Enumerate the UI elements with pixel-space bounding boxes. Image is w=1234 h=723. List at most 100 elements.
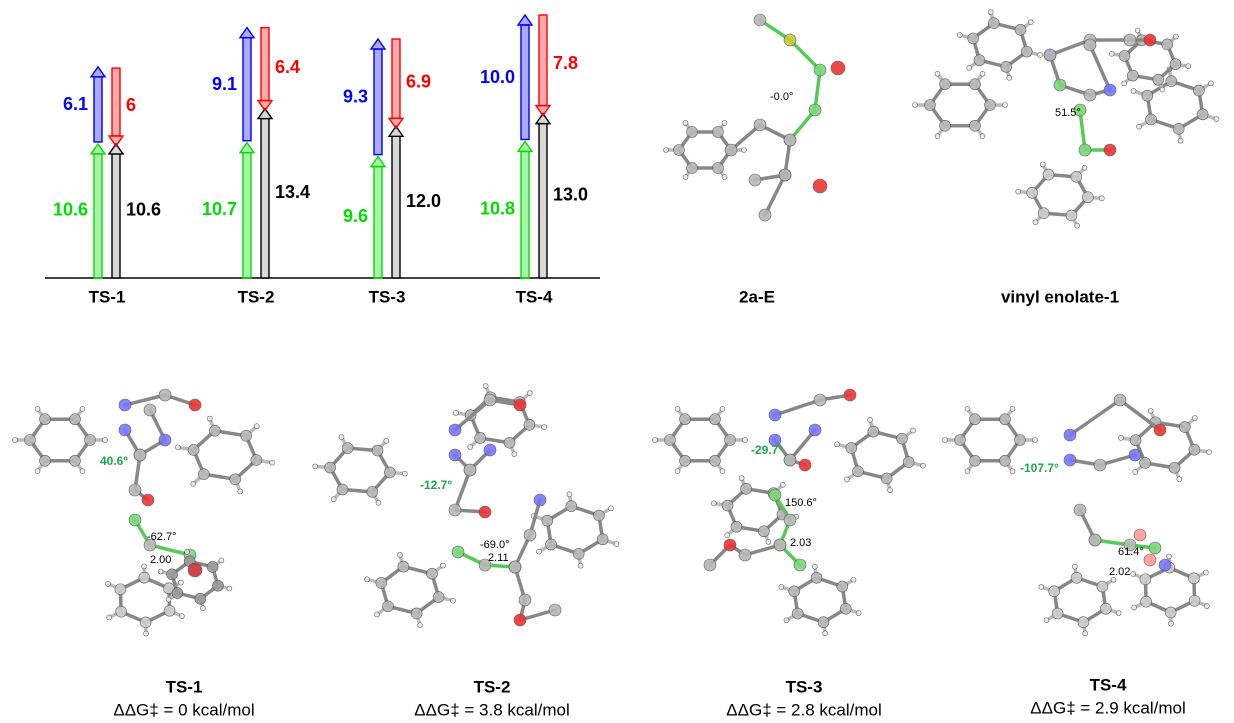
arrow-shaft: [111, 153, 121, 279]
atom: [783, 453, 797, 467]
atom: [453, 410, 459, 416]
arrow-shaft: [111, 67, 121, 137]
atom: [371, 444, 384, 457]
atom: [1065, 209, 1078, 222]
atom: [686, 162, 698, 174]
annotation: -0.0°: [770, 91, 793, 103]
atom: [1083, 88, 1097, 102]
atom: [778, 168, 792, 182]
atom: [178, 579, 184, 586]
atom: [748, 173, 762, 187]
atom: [463, 463, 477, 477]
atom: [1176, 476, 1183, 482]
atom: [115, 605, 127, 618]
atom: [1203, 569, 1209, 576]
atom: [533, 493, 547, 507]
bond: [729, 123, 762, 152]
atom: [508, 560, 522, 574]
atom: [448, 503, 462, 517]
atom: [969, 78, 981, 91]
atom: [24, 434, 36, 446]
atom: [565, 500, 578, 512]
atom: [139, 616, 152, 629]
atom: [964, 406, 971, 412]
atom: [1172, 123, 1185, 135]
atom: [138, 571, 151, 584]
atom: [664, 434, 676, 446]
atom: [102, 437, 108, 443]
annotation: -62.7°: [147, 531, 176, 543]
atom: [812, 178, 828, 194]
atom: [1177, 137, 1184, 144]
value-label: 12.0: [406, 191, 441, 211]
atom: [1070, 171, 1083, 183]
atom: [783, 133, 797, 147]
atom: [1028, 19, 1034, 25]
atom: [175, 444, 181, 451]
atom: [1043, 48, 1057, 62]
atom: [867, 417, 873, 423]
value-label: 10.0: [480, 67, 515, 87]
atom: [1072, 563, 1078, 570]
atom: [128, 513, 142, 527]
atom: [753, 13, 767, 27]
atom: [822, 630, 828, 637]
atom: [69, 454, 81, 467]
atom: [964, 468, 971, 474]
atom: [855, 610, 862, 616]
atom: [709, 413, 721, 426]
bond: [773, 398, 822, 417]
atom: [954, 434, 966, 446]
atom: [382, 600, 394, 613]
atom: [817, 616, 830, 629]
atom: [1037, 207, 1050, 219]
bond: [453, 468, 472, 512]
energy-arrow: [107, 67, 125, 148]
atom: [158, 433, 172, 447]
atom: [513, 398, 527, 412]
arrow-head: [107, 135, 125, 148]
arrow-head: [369, 37, 387, 50]
atom: [187, 444, 200, 456]
atom: [141, 493, 155, 507]
energy-arrow: [89, 65, 107, 143]
atom: [269, 459, 275, 466]
annotation: -12.7°: [420, 478, 452, 492]
atom: [440, 562, 446, 569]
arrow-head: [534, 112, 552, 125]
atom: [1173, 33, 1179, 40]
atom: [1093, 458, 1107, 472]
structure-label: 2a-E: [739, 287, 775, 306]
atom: [518, 593, 532, 607]
atom: [158, 388, 172, 402]
atom: [483, 393, 497, 407]
annotation: 61.4°: [1118, 546, 1144, 558]
atom: [768, 433, 782, 447]
atom: [709, 454, 721, 467]
atom: [503, 436, 516, 449]
value-label: 6.4: [275, 57, 300, 77]
atom: [934, 71, 941, 77]
arrow-head: [256, 99, 274, 112]
atom: [966, 65, 972, 71]
arrow-head: [238, 141, 256, 154]
atom: [229, 473, 241, 486]
atom: [545, 538, 557, 551]
atom: [867, 425, 880, 438]
structure-label: vinyl enolate-1: [1001, 287, 1119, 306]
atom: [143, 403, 157, 417]
atom: [724, 434, 736, 446]
atom: [417, 622, 423, 628]
atom: [1132, 469, 1139, 475]
arrow-head: [89, 65, 107, 78]
atom: [184, 549, 190, 555]
atom: [375, 500, 382, 506]
atom: [758, 525, 770, 538]
atom: [1073, 503, 1087, 517]
atom: [171, 587, 184, 599]
atom: [1123, 33, 1137, 47]
value-label: 9.1: [212, 74, 237, 94]
atom: [1158, 558, 1172, 572]
atom: [740, 482, 752, 495]
atom: [1051, 607, 1064, 620]
